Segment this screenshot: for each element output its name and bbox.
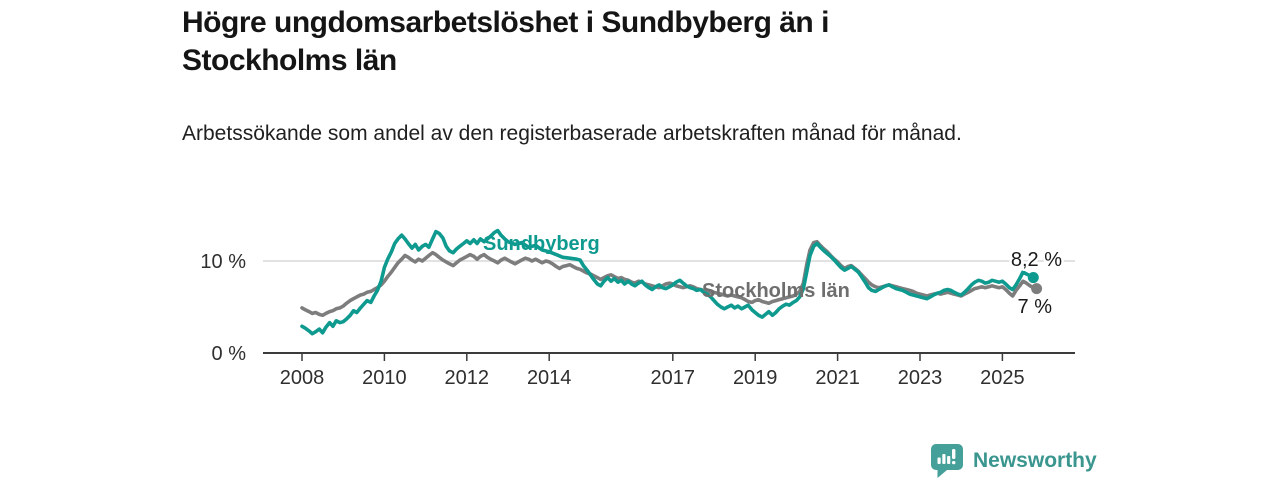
series-end-value-stockholms-l-n: 7 %	[1018, 296, 1053, 318]
x-tick-label: 2014	[527, 367, 572, 389]
x-tick-label: 2010	[362, 367, 407, 389]
x-tick-label: 2021	[815, 367, 860, 389]
newsworthy-brand-text: Newsworthy	[973, 448, 1097, 472]
y-axis-label: 0 %	[212, 343, 247, 365]
newsworthy-logo: Newsworthy	[930, 443, 1097, 478]
chart-title: Högre ungdomsarbetslöshet i Sundbyberg ä…	[182, 6, 829, 77]
series-end-dot-sundbyberg	[1027, 272, 1039, 284]
x-tick-label: 2017	[651, 367, 696, 389]
x-tick-label: 2019	[733, 367, 778, 389]
x-tick-label: 2025	[980, 367, 1025, 389]
series-end-value-sundbyberg: 8,2 %	[1011, 249, 1062, 271]
series-label-sundbyberg: Sundbyberg	[483, 233, 600, 255]
x-tick-label: 2012	[445, 367, 490, 389]
y-axis-label: 10 %	[200, 251, 246, 273]
x-tick-label: 2008	[280, 367, 325, 389]
series-end-dot-stockholms-l-n	[1031, 283, 1043, 295]
series-label-stockholms-l-n: Stockholms län	[702, 280, 850, 302]
series-line-sundbyberg	[300, 228, 1036, 336]
chart-subtitle: Arbetssökande som andel av den registerb…	[182, 122, 962, 145]
x-tick-label: 2023	[898, 367, 943, 389]
series-line-stockholms-l-n	[300, 239, 1039, 318]
newsworthy-logo-icon	[931, 444, 963, 478]
